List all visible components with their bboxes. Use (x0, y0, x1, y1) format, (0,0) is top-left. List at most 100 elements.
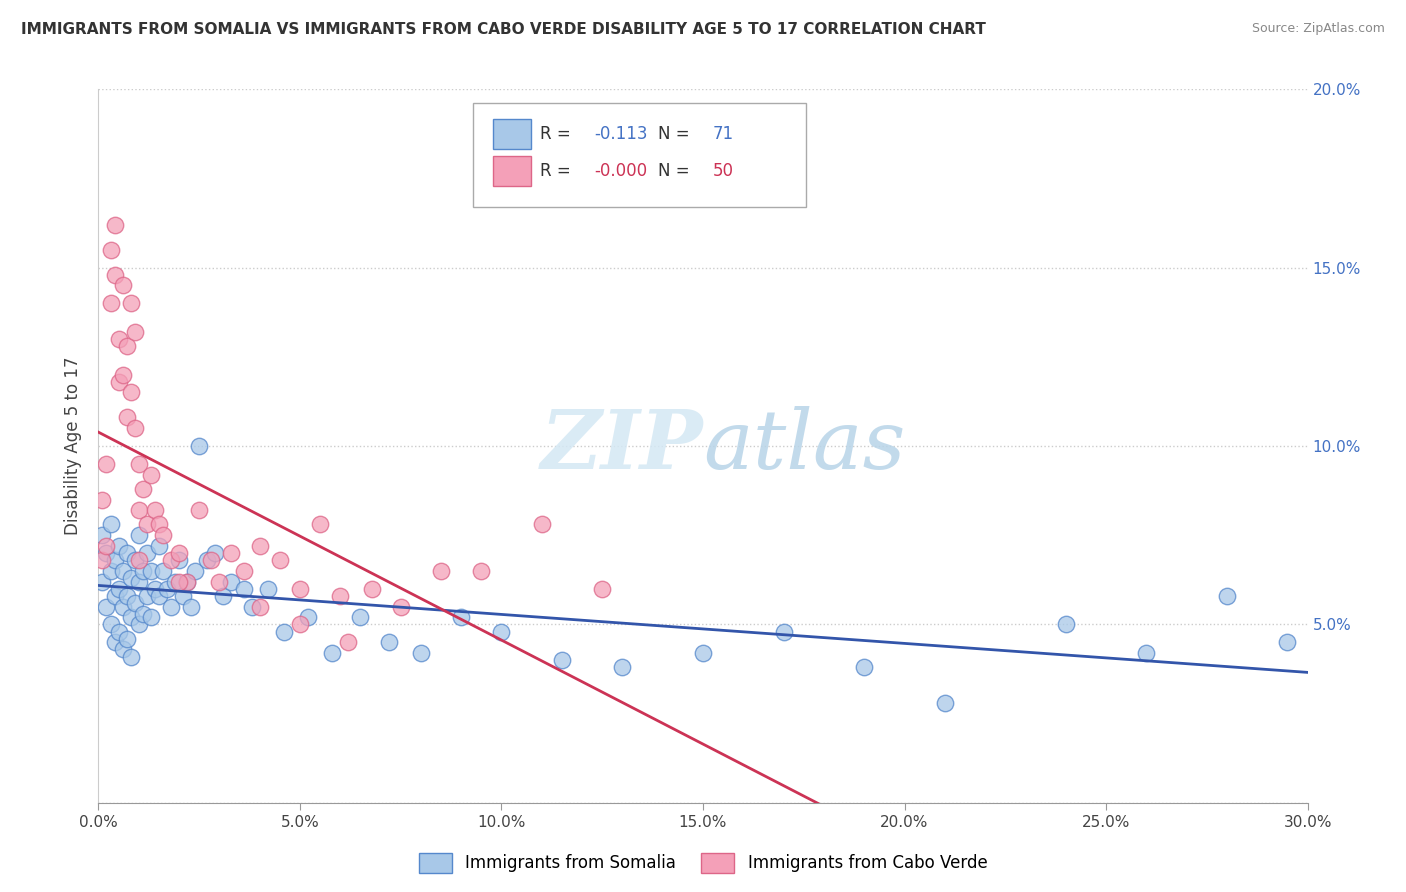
Text: N =: N = (658, 162, 695, 180)
Text: R =: R = (540, 125, 576, 143)
Point (139, 610, 162, 624)
Point (167, 553, 190, 567)
Point (450, 610, 472, 624)
Point (107, 375, 129, 389)
Point (148, 589, 170, 603)
Point (143, 503, 166, 517)
Point (184, 564, 207, 578)
Point (491, 624, 513, 639)
Point (188, 439, 211, 453)
Point (551, 653, 574, 667)
Point (409, 646, 432, 660)
Point (124, 325, 146, 339)
Point (148, 539, 170, 553)
Point (200, 553, 222, 567)
Point (96, 539, 118, 553)
Point (240, 599, 263, 614)
Y-axis label: Disability Age 5 to 17: Disability Age 5 to 17 (65, 357, 83, 535)
Point (692, 646, 714, 660)
Point (1216, 589, 1239, 603)
Point (139, 564, 162, 578)
Point (1277, 635, 1299, 649)
Point (128, 457, 150, 471)
Point (91, 528, 114, 542)
Point (180, 599, 202, 614)
Point (96, 546, 118, 560)
Point (176, 574, 198, 589)
Point (321, 646, 343, 660)
Point (160, 599, 183, 614)
Point (128, 617, 150, 632)
Point (152, 564, 174, 578)
FancyBboxPatch shape (492, 156, 531, 186)
Text: ZIP: ZIP (540, 406, 703, 486)
Point (249, 539, 271, 553)
Point (269, 553, 291, 567)
Point (309, 517, 332, 532)
FancyBboxPatch shape (474, 103, 806, 207)
Point (107, 624, 129, 639)
Point (107, 582, 129, 596)
Point (934, 696, 956, 710)
Point (115, 546, 138, 560)
Text: R =: R = (540, 162, 576, 180)
Point (111, 368, 134, 382)
Point (152, 528, 174, 542)
Point (148, 517, 170, 532)
Point (120, 649, 142, 664)
Point (132, 564, 155, 578)
Point (135, 517, 157, 532)
Point (100, 564, 122, 578)
Point (221, 574, 243, 589)
Point (124, 553, 146, 567)
Point (124, 596, 146, 610)
Point (167, 546, 190, 560)
Point (195, 553, 218, 567)
Point (128, 503, 150, 517)
Point (120, 296, 142, 310)
Point (115, 632, 138, 646)
Point (128, 574, 150, 589)
Point (100, 517, 122, 532)
Point (91, 574, 114, 589)
Point (128, 553, 150, 567)
Point (430, 564, 453, 578)
Point (612, 660, 634, 674)
Point (111, 642, 134, 657)
Point (111, 564, 134, 578)
Point (361, 582, 384, 596)
Point (288, 582, 311, 596)
Point (124, 421, 146, 435)
Point (128, 528, 150, 542)
Point (91, 492, 114, 507)
Point (96, 599, 118, 614)
Point (107, 539, 129, 553)
Legend: Immigrants from Somalia, Immigrants from Cabo Verde: Immigrants from Somalia, Immigrants from… (412, 847, 994, 880)
Point (111, 599, 134, 614)
Point (120, 571, 142, 585)
Text: 71: 71 (713, 125, 734, 143)
Point (1135, 646, 1157, 660)
Point (115, 589, 138, 603)
Point (288, 617, 311, 632)
Point (132, 607, 155, 621)
Point (389, 599, 412, 614)
FancyBboxPatch shape (492, 120, 531, 149)
Point (329, 589, 352, 603)
Point (120, 610, 142, 624)
Text: Source: ZipAtlas.com: Source: ZipAtlas.com (1251, 22, 1385, 36)
Point (100, 296, 122, 310)
Point (188, 503, 211, 517)
Point (208, 574, 231, 589)
Point (100, 243, 122, 257)
Point (256, 582, 278, 596)
Point (530, 517, 553, 532)
Point (103, 553, 125, 567)
Text: N =: N = (658, 125, 695, 143)
Text: -0.113: -0.113 (595, 125, 648, 143)
Text: -0.000: -0.000 (595, 162, 647, 180)
Point (221, 546, 243, 560)
Point (100, 617, 122, 632)
Point (135, 546, 157, 560)
Point (163, 574, 186, 589)
